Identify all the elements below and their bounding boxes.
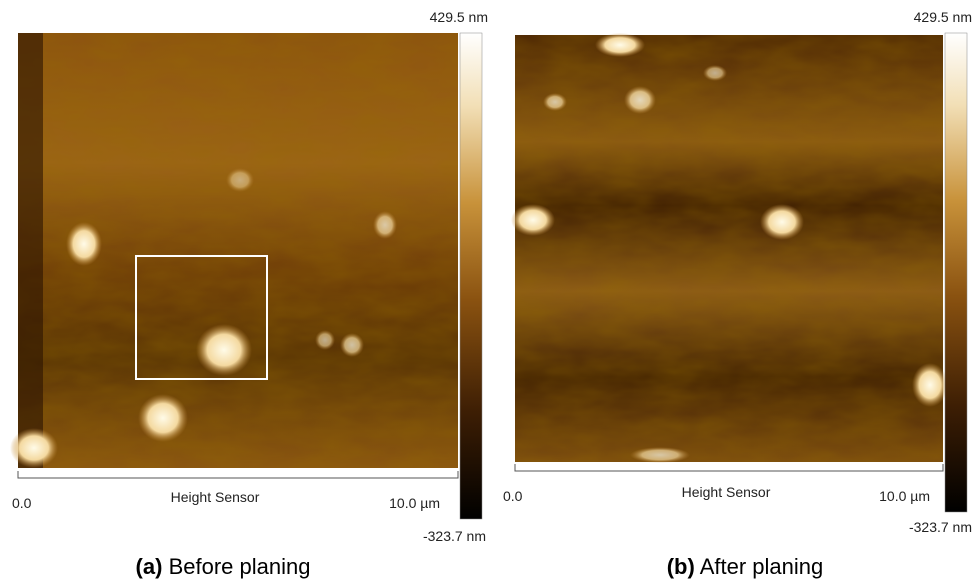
axis-end: 10.0 µm: [389, 495, 440, 511]
particle: [543, 93, 567, 111]
figure: 429.5 nm -323.7 nm 0.0 Height Sensor 10.…: [0, 0, 974, 579]
axis-end: 10.0 µm: [879, 488, 930, 504]
panel-b: 429.5 nm -323.7 nm 0.0 Height Sensor 10.…: [503, 9, 972, 579]
colorbar: [945, 33, 967, 512]
particle: [66, 222, 102, 266]
colorbar: [460, 33, 482, 519]
axis-label: Height Sensor: [682, 484, 771, 500]
particle: [10, 428, 58, 468]
scale-axis: [18, 471, 458, 478]
shadow: [18, 33, 43, 468]
axis-label: Height Sensor: [171, 489, 260, 505]
texture: [515, 35, 943, 462]
colorbar-max: 429.5 nm: [430, 9, 488, 25]
particle: [912, 363, 948, 407]
particle: [630, 447, 690, 463]
caption-tag: (b): [667, 554, 695, 579]
particle: [340, 333, 364, 357]
particle: [315, 330, 335, 350]
particle: [373, 211, 397, 239]
scale-axis: [515, 464, 943, 471]
particle: [138, 394, 188, 442]
particle: [760, 204, 804, 240]
colorbar-min: -323.7 nm: [909, 519, 972, 535]
particle: [595, 33, 645, 57]
particle: [226, 168, 254, 192]
caption: (b) After planing: [667, 554, 824, 579]
axis-start: 0.0: [12, 495, 32, 511]
particle: [703, 65, 727, 81]
particle: [196, 324, 252, 376]
panel-a: 429.5 nm -323.7 nm 0.0 Height Sensor 10.…: [10, 9, 488, 579]
caption-tag: (a): [136, 554, 163, 579]
caption: (a) Before planing: [136, 554, 311, 579]
colorbar-max: 429.5 nm: [914, 9, 972, 25]
particle: [511, 204, 555, 236]
caption-text: Before planing: [169, 554, 311, 579]
particle: [624, 86, 656, 114]
colorbar-min: -323.7 nm: [423, 528, 486, 544]
caption-text: After planing: [700, 554, 824, 579]
axis-start: 0.0: [503, 488, 523, 504]
